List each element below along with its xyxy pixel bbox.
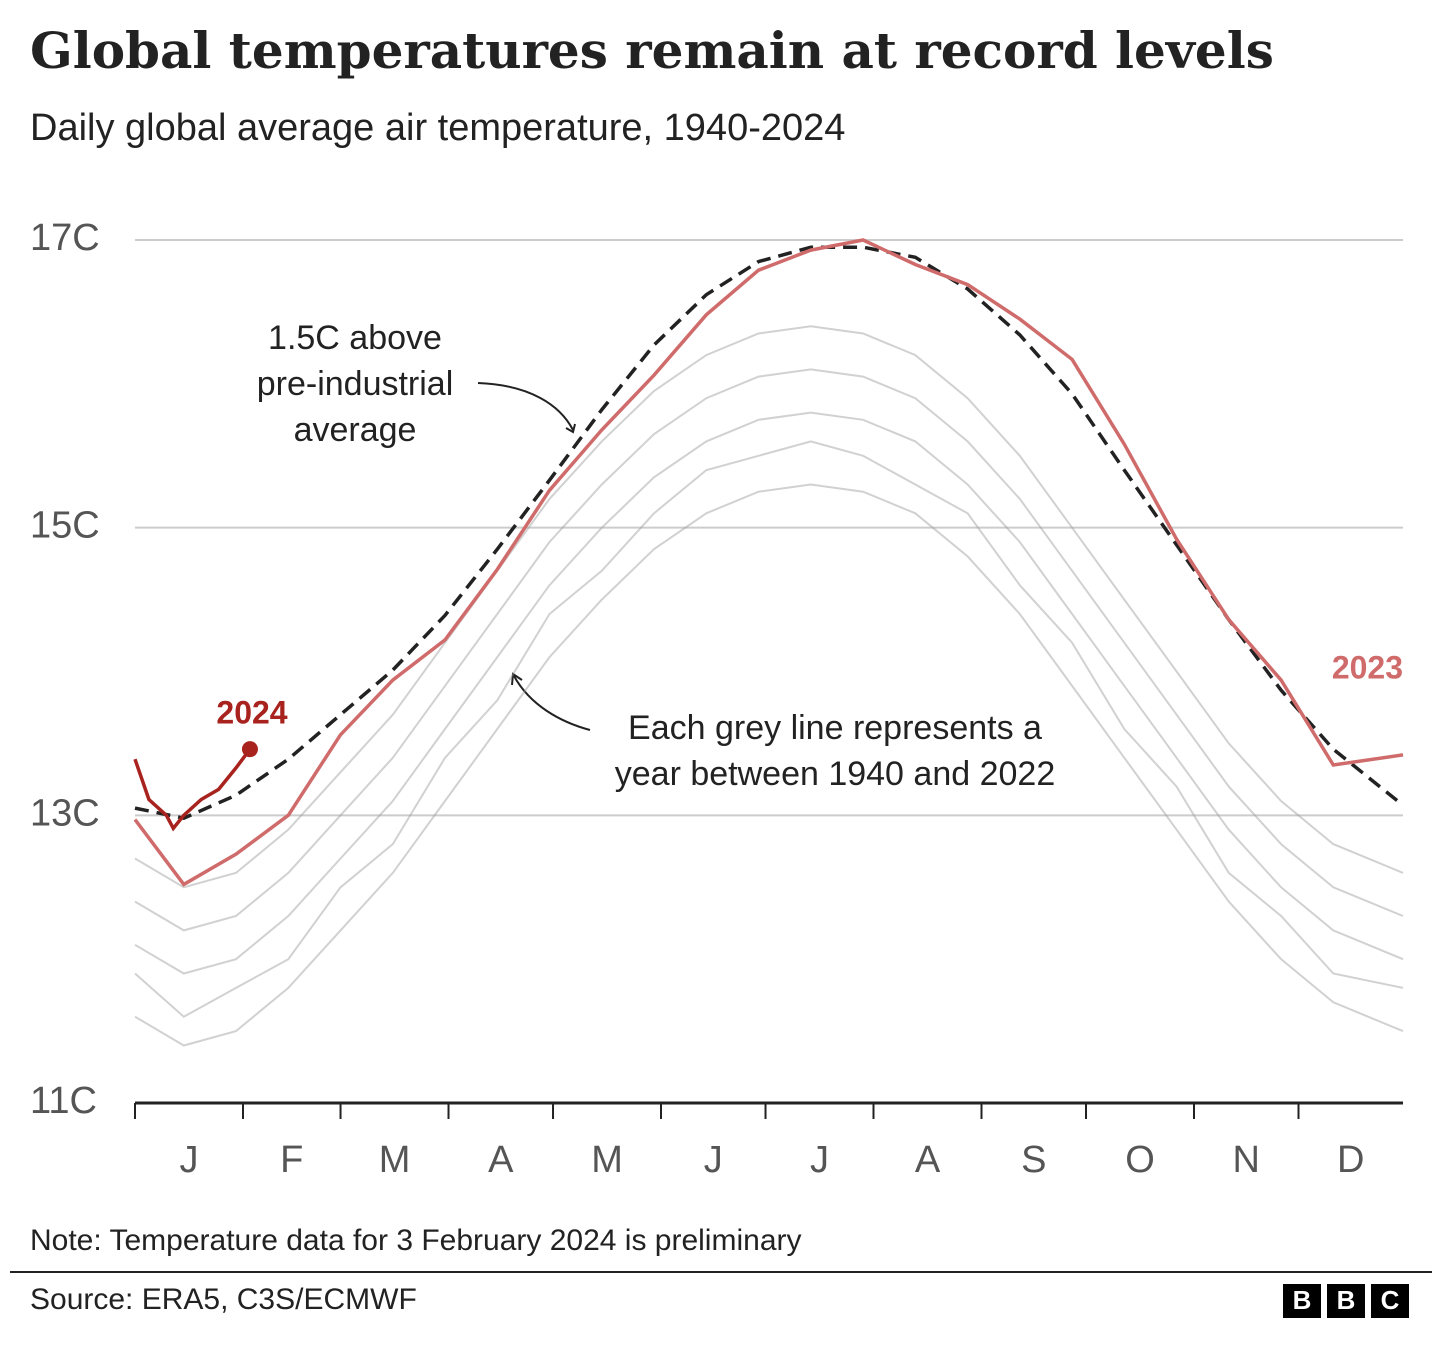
- x-tick-label: J: [179, 1139, 198, 1181]
- logo-box: [1327, 1284, 1365, 1318]
- end-dot: [241, 741, 258, 758]
- grey-line: [134, 440, 1404, 1018]
- x-tick-label: N: [1233, 1139, 1260, 1181]
- logo-letter: B: [1337, 1285, 1356, 1315]
- grey-line: [134, 411, 1404, 975]
- series-line: [133, 748, 252, 832]
- x-tick-label: J: [810, 1139, 829, 1181]
- logo-box: [1371, 1284, 1409, 1318]
- source: Source: ERA5, C3S/ECMWF: [30, 1283, 417, 1316]
- annotation: Each grey line represents a: [628, 709, 1042, 747]
- x-tick-label: M: [591, 1139, 623, 1181]
- x-tick-label: S: [1021, 1139, 1046, 1181]
- grey-line: [134, 483, 1404, 1047]
- y-tick-label: 11C: [30, 1080, 97, 1122]
- threshold-line: [134, 245, 1405, 821]
- annotation-arrow: [477, 382, 574, 431]
- arrow-head: [511, 672, 523, 686]
- chart-title: Global temperatures remain at record lev…: [30, 21, 1274, 80]
- logo-box: [1283, 1284, 1321, 1318]
- x-tick-label: O: [1125, 1139, 1155, 1181]
- annotation-arrow: [513, 675, 591, 731]
- grey-line: [134, 368, 1404, 932]
- annotation: pre-industrial: [257, 365, 454, 403]
- logo-letter: C: [1381, 1285, 1400, 1315]
- series-label: 2023: [1332, 649, 1403, 685]
- y-tick-label: 17C: [30, 217, 100, 259]
- arrow-head: [565, 423, 576, 434]
- x-tick-label: D: [1337, 1139, 1364, 1181]
- x-tick-label: A: [488, 1139, 514, 1181]
- logo-letter: B: [1293, 1285, 1312, 1315]
- annotation: average: [294, 411, 417, 449]
- series-line: [133, 238, 1404, 887]
- chart-subtitle: Daily global average air temperature, 19…: [30, 107, 845, 149]
- annotation: year between 1940 and 2022: [615, 755, 1055, 793]
- x-tick-label: F: [280, 1139, 303, 1181]
- grey-line: [134, 325, 1404, 889]
- note: Note: Temperature data for 3 February 20…: [30, 1224, 802, 1257]
- x-tick-label: A: [915, 1139, 941, 1181]
- annotation: 1.5C above: [268, 319, 442, 357]
- x-tick-label: J: [704, 1139, 723, 1181]
- series-label: 2024: [216, 694, 287, 730]
- x-tick-label: M: [379, 1139, 411, 1181]
- y-tick-label: 15C: [30, 505, 100, 547]
- y-tick-label: 13C: [30, 792, 100, 834]
